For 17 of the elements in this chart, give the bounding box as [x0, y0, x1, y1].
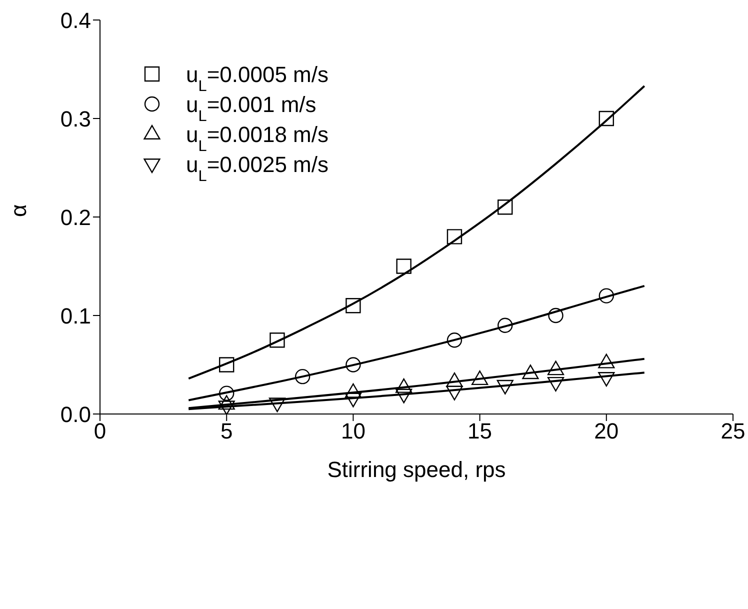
x-tick-label: 5 — [220, 418, 233, 444]
y-tick-label: 0.1 — [60, 303, 91, 328]
x-tick-label: 25 — [720, 418, 746, 444]
x-tick-label: 20 — [594, 418, 619, 444]
x-tick-label: 15 — [468, 418, 492, 444]
x-axis-title: Stirring speed, rps — [327, 457, 506, 482]
legend-label: u$_{L}$=0.0005 m/s — [186, 62, 328, 94]
legend-label: u$_{L}$=0.0018 m/s — [186, 122, 328, 154]
legend-label: u$_{L}$=0.0025 m/s — [186, 152, 328, 184]
x-tick-label: 0 — [94, 418, 106, 444]
y-tick-label: 0.4 — [60, 8, 91, 33]
legend-label: u$_{L}$=0.001 m/s — [186, 92, 316, 124]
y-tick-label: 0.0 — [60, 402, 91, 427]
y-tick-label: 0.2 — [60, 204, 91, 230]
y-tick-label: 0.3 — [60, 106, 91, 132]
x-tick-label: 10 — [340, 418, 366, 444]
y-axis-title: α — [6, 204, 31, 217]
